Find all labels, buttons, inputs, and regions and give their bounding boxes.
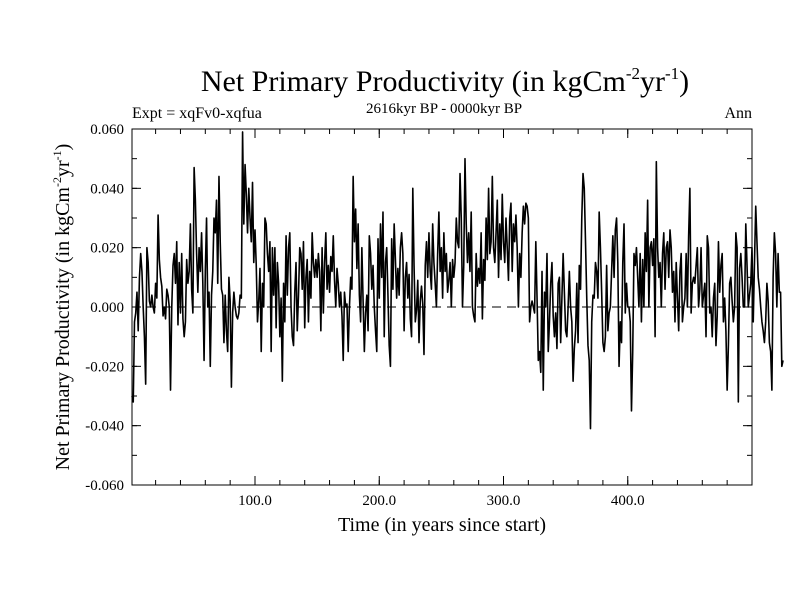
y-tick-label: -0.060 [85, 478, 124, 494]
x-tick-label: 200.0 [362, 493, 396, 509]
x-tick-label: 400.0 [611, 493, 645, 509]
x-tick-label: 100.0 [238, 493, 272, 509]
series-line [131, 131, 784, 430]
period-label: 2616kyr BP - 0000kyr BP [366, 101, 522, 117]
experiment-label: Expt = xqFv0-xqfua [132, 105, 262, 122]
y-tick-label: 0.060 [90, 122, 124, 138]
chart-title: Net Primary Productivity (in kgCm-2yr-1) [201, 64, 689, 98]
y-tick-label: 0.020 [90, 241, 124, 257]
y-tick-label: -0.020 [85, 359, 124, 375]
y-tick-label: 0.000 [90, 300, 124, 316]
x-axis-label: Time (in years since start) [338, 514, 546, 536]
y-axis-label: Net Primary Productivity (in kgCm-2yr-1) [50, 144, 74, 471]
plot-area [131, 131, 784, 430]
y-tick-label: 0.040 [90, 181, 124, 197]
y-tick-label: -0.040 [85, 419, 124, 435]
x-tick-label: 300.0 [487, 493, 521, 509]
season-label: Ann [724, 105, 752, 122]
